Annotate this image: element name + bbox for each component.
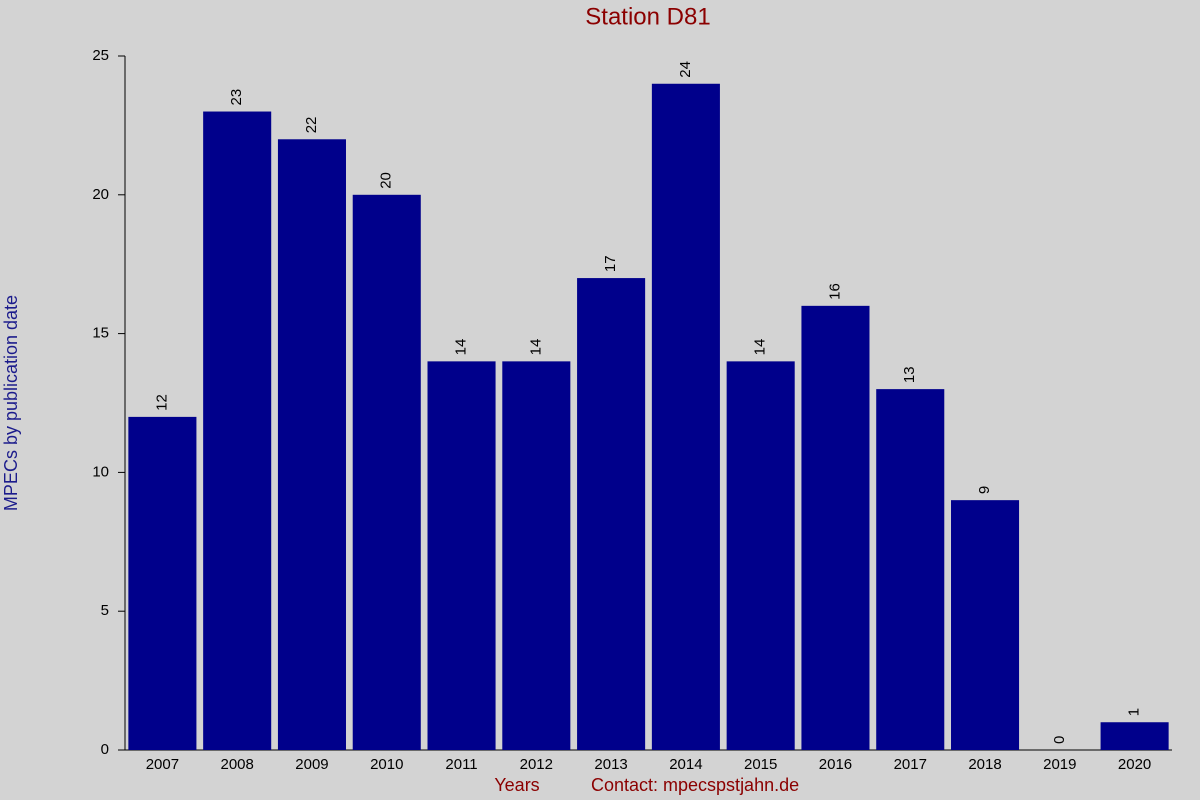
x-tick-label: 2020 bbox=[1118, 756, 1151, 773]
y-tick-label: 0 bbox=[101, 741, 109, 758]
x-tick-label: 2009 bbox=[295, 756, 328, 773]
y-tick-label: 25 bbox=[92, 47, 109, 64]
x-tick-label: 2019 bbox=[1043, 756, 1076, 773]
y-tick-label: 15 bbox=[92, 325, 109, 342]
value-label: 17 bbox=[602, 255, 619, 272]
value-label: 14 bbox=[527, 339, 544, 356]
bar bbox=[801, 305, 870, 750]
bar bbox=[128, 416, 197, 750]
x-tick-label: 2016 bbox=[819, 756, 852, 773]
value-label: 0 bbox=[1051, 736, 1068, 744]
chart-title: Station D81 bbox=[585, 3, 710, 30]
bar bbox=[577, 278, 646, 750]
x-tick-label: 2008 bbox=[220, 756, 253, 773]
x-tick-label: 2013 bbox=[594, 756, 627, 773]
x-tick-label: 2018 bbox=[968, 756, 1001, 773]
x-tick-label: 2011 bbox=[445, 756, 477, 773]
value-label: 23 bbox=[228, 89, 245, 106]
bar bbox=[352, 194, 421, 751]
bar bbox=[203, 111, 272, 750]
bar bbox=[1100, 722, 1169, 750]
y-tick-label: 10 bbox=[92, 463, 109, 480]
x-tick-label: 2007 bbox=[146, 756, 179, 773]
x-tick-label: 2010 bbox=[370, 756, 403, 773]
x-tick-label: 2015 bbox=[744, 756, 777, 773]
bar bbox=[502, 361, 571, 750]
value-label: 20 bbox=[378, 172, 395, 189]
bar bbox=[876, 389, 945, 750]
value-label: 14 bbox=[453, 339, 470, 356]
y-tick-label: 5 bbox=[101, 602, 109, 619]
value-label: 22 bbox=[303, 117, 320, 134]
y-tick-label: 20 bbox=[92, 186, 109, 203]
y-axis-label: MPECs by publication date bbox=[1, 295, 21, 511]
x-tick-label: 2014 bbox=[669, 756, 702, 773]
bar bbox=[427, 361, 496, 750]
bar bbox=[951, 500, 1020, 750]
bar bbox=[651, 83, 720, 750]
value-label: 13 bbox=[901, 366, 918, 383]
contact-note: Contact: mpecspstjahn.de bbox=[591, 775, 799, 795]
value-label: 1 bbox=[1126, 708, 1143, 716]
value-label: 24 bbox=[677, 61, 694, 78]
bar bbox=[726, 361, 795, 750]
value-label: 9 bbox=[976, 486, 993, 494]
value-label: 12 bbox=[153, 394, 170, 411]
value-label: 16 bbox=[826, 283, 843, 300]
value-label: 14 bbox=[752, 339, 769, 356]
x-axis-label: Years bbox=[494, 775, 539, 795]
x-tick-label: 2012 bbox=[520, 756, 553, 773]
bar bbox=[277, 139, 346, 750]
x-tick-label: 2017 bbox=[894, 756, 927, 773]
